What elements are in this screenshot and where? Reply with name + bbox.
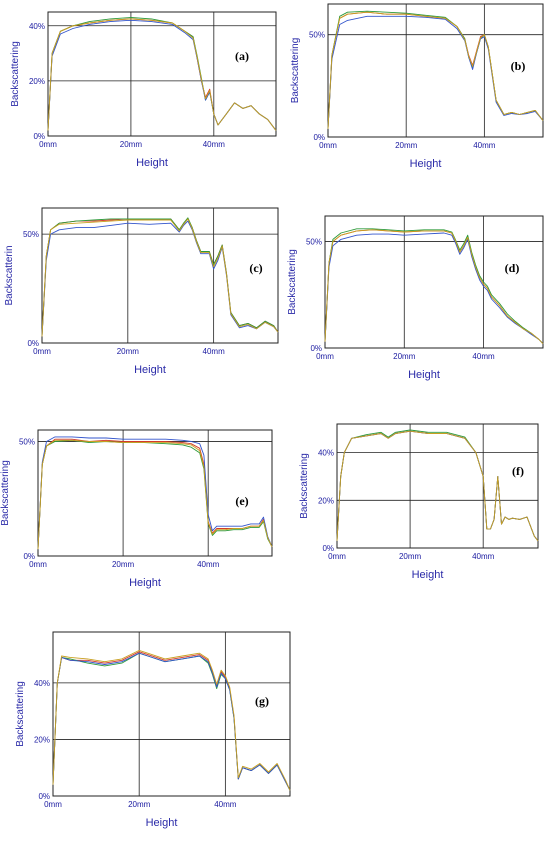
x-tick-label: 20mm [117, 347, 140, 356]
series-line-3 [47, 19, 277, 131]
x-axis-label: Height [412, 569, 444, 581]
x-tick-label: 20mm [399, 552, 422, 561]
panel-label: (e) [235, 494, 248, 508]
x-tick-label: 0mm [29, 560, 47, 569]
chart-panel-3: 0% 50% 0mm 20mm 40mm Height Backscatterin (c) [4, 207, 279, 376]
x-tick-label: 20mm [128, 800, 151, 809]
series-line-4 [336, 430, 539, 542]
y-tick-label: 50% [306, 238, 322, 247]
chart-panel-5: 0% 50% 0mm 20mm 40mm Height Backscattering (e) [0, 429, 273, 589]
y-tick-label: 0% [322, 544, 334, 553]
y-tick-label: 20% [29, 77, 45, 86]
x-tick-label: 40mm [472, 352, 495, 361]
x-tick-label: 0mm [328, 552, 346, 561]
x-axis-label: Height [146, 817, 178, 829]
series-line-3 [324, 232, 544, 345]
x-tick-label: 0mm [33, 347, 51, 356]
panel-label: (a) [235, 49, 249, 63]
series-line-1 [41, 218, 279, 337]
x-tick-label: 40mm [203, 140, 226, 149]
x-tick-label: 40mm [472, 552, 495, 561]
x-axis-label: Height [134, 364, 166, 376]
series-line-2 [336, 429, 539, 542]
x-tick-label: 40mm [214, 800, 237, 809]
y-tick-label: 0% [23, 552, 35, 561]
y-axis-label: Backscattering [290, 38, 301, 104]
series-line-3 [52, 652, 291, 791]
plot-frame [324, 215, 544, 349]
series-line-1 [336, 430, 539, 542]
plot-frame [41, 207, 279, 344]
y-tick-label: 50% [23, 230, 39, 239]
y-tick-label: 0% [33, 132, 45, 141]
x-axis-label: Height [408, 369, 440, 381]
panel-label: (g) [255, 694, 269, 708]
y-axis-label: Backscattering [15, 681, 26, 747]
y-tick-label: 50% [19, 437, 35, 446]
x-tick-label: 0mm [316, 352, 334, 361]
panel-label: (c) [249, 261, 262, 275]
x-tick-label: 0mm [39, 140, 57, 149]
y-tick-label: 40% [34, 679, 50, 688]
x-tick-label: 40mm [203, 347, 226, 356]
y-tick-label: 0% [310, 344, 322, 353]
series-line-1 [52, 651, 291, 791]
y-axis-label: Backscattering [287, 249, 298, 315]
x-tick-label: 20mm [395, 141, 418, 150]
x-tick-label: 20mm [112, 560, 135, 569]
series-line-4 [47, 18, 277, 131]
panel-label: (b) [511, 59, 526, 73]
chart-panel-1: 0% 20% 40% 0mm 20mm 40mm Height Backscattering (… [10, 11, 277, 169]
y-axis-label: Backscattering [0, 460, 11, 526]
series-line-3 [41, 220, 279, 337]
plot-frame [52, 631, 291, 797]
series-line-1 [47, 18, 277, 131]
x-axis-label: Height [410, 158, 442, 170]
y-tick-label: 0% [38, 792, 50, 801]
chart-panel-4: 0% 50% 0mm 20mm 40mm Height Backscattering (d) [287, 215, 544, 381]
y-axis-label: Backscattering [10, 41, 21, 107]
panel-label: (d) [505, 261, 520, 275]
x-tick-label: 40mm [197, 560, 220, 569]
series-line-2 [47, 17, 277, 131]
plot-frame [47, 11, 277, 137]
x-tick-label: 40mm [473, 141, 496, 150]
y-tick-label: 50% [309, 31, 325, 40]
chart-panel-6: 0% 20% 40% 0mm 20mm 40mm Height Backscattering (… [299, 423, 539, 581]
y-tick-label: 0% [27, 339, 39, 348]
series-line-2 [324, 228, 544, 345]
chart-panel-2: 0% 50% 0mm 20mm 40mm Height Backscattering (b) [290, 3, 544, 170]
y-tick-label: 40% [29, 22, 45, 31]
plot-frame [327, 3, 544, 138]
x-axis-label: Height [136, 157, 168, 169]
series-line-4 [324, 229, 544, 345]
y-tick-label: 20% [318, 496, 334, 505]
chart-panel-7: 0% 20% 40% 0mm 20mm 40mm Height Backscattering (… [15, 631, 291, 829]
x-tick-label: 20mm [393, 352, 416, 361]
x-tick-label: 20mm [120, 140, 143, 149]
y-axis-label: Backscatterin [4, 245, 15, 305]
y-tick-label: 20% [34, 735, 50, 744]
series-line-4 [41, 218, 279, 337]
y-axis-label: Backscattering [299, 453, 310, 519]
series-line-1 [324, 229, 544, 345]
series-line-2 [41, 217, 279, 337]
series-line-4 [327, 11, 544, 129]
x-axis-label: Height [129, 577, 161, 589]
panel-label: (f) [512, 464, 524, 478]
series-line-2 [52, 652, 291, 791]
series-line-4 [52, 649, 291, 791]
series-line-3 [336, 430, 539, 542]
y-tick-label: 0% [313, 133, 325, 142]
x-tick-label: 0mm [44, 800, 62, 809]
series-line-3 [37, 436, 273, 550]
x-tick-label: 0mm [319, 141, 337, 150]
plot-frame [336, 423, 539, 549]
series-line-4 [37, 439, 273, 550]
y-tick-label: 40% [318, 449, 334, 458]
series-line-3 [327, 15, 544, 129]
plot-frame [37, 429, 273, 557]
